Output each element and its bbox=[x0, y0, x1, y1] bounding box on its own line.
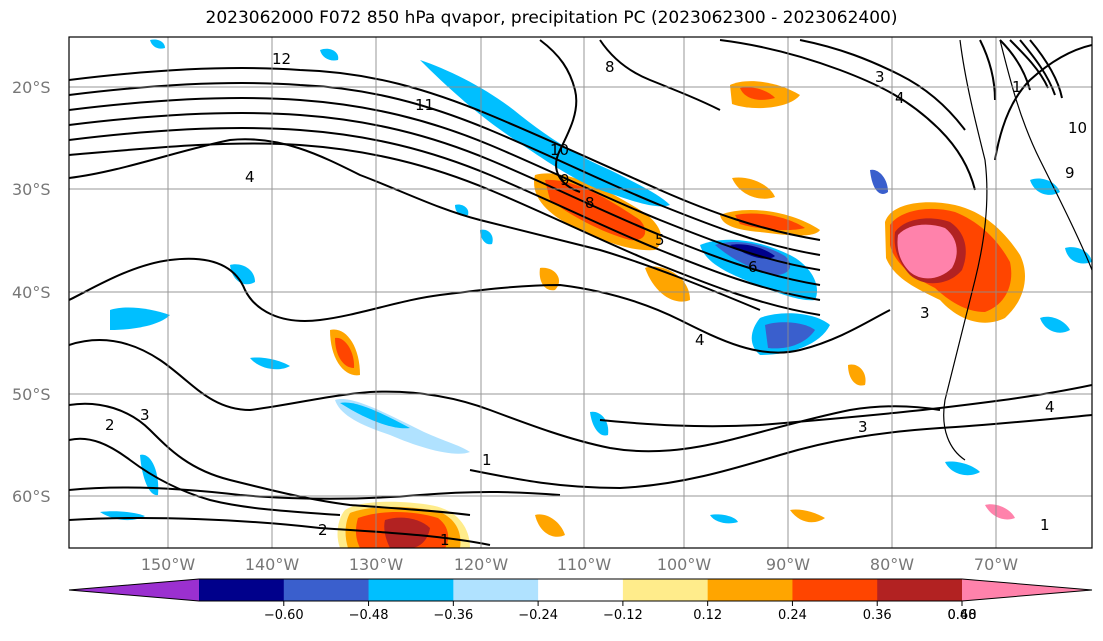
latitude-labels: 20°S 30°S 40°S 50°S 60°S bbox=[12, 78, 51, 506]
colorbar-tick-label: 0.60 bbox=[948, 608, 977, 623]
contour-label: 3 bbox=[920, 304, 930, 322]
colorbar-tick-label: −0.36 bbox=[433, 608, 473, 623]
map-title: 2023062000 F072 850 hPa qvapor, precipit… bbox=[205, 8, 898, 28]
coastline bbox=[943, 39, 1092, 461]
colorbar-tick-label: 0.36 bbox=[863, 608, 892, 623]
graticule bbox=[69, 37, 1092, 548]
colorbar-extend-high bbox=[962, 579, 1092, 601]
lat-label: 50°S bbox=[12, 385, 51, 404]
lat-label: 60°S bbox=[12, 487, 51, 506]
colorbar-segment bbox=[199, 579, 285, 601]
contour-label: 9 bbox=[1065, 164, 1075, 182]
contour-label: 10 bbox=[1068, 119, 1087, 137]
colorbar-segment bbox=[368, 579, 454, 601]
contour-label: 12 bbox=[272, 50, 291, 68]
colorbar-outline bbox=[68, 578, 1093, 602]
lon-label: 80°W bbox=[870, 555, 914, 574]
contour-label: 1 bbox=[1012, 78, 1022, 96]
lat-label: 30°S bbox=[12, 180, 51, 199]
lon-label: 130°W bbox=[349, 555, 404, 574]
contour-label: 11 bbox=[415, 96, 434, 114]
contour-label: 2 bbox=[318, 521, 328, 539]
contour-label: 4 bbox=[1045, 398, 1055, 416]
lon-label: 120°W bbox=[454, 555, 509, 574]
contour-label: 4 bbox=[895, 89, 905, 107]
lon-label: 90°W bbox=[766, 555, 810, 574]
colorbar-segment bbox=[622, 579, 709, 601]
lon-label: 70°W bbox=[974, 555, 1018, 574]
longitude-labels: 150°W 140°W 130°W 120°W 110°W 100°W 90°W… bbox=[141, 555, 1018, 574]
colorbar-tick-label: −0.60 bbox=[264, 608, 304, 623]
colorbar-tick-label: 0.48 bbox=[948, 608, 977, 623]
map-frame bbox=[68, 36, 1093, 549]
lat-label: 20°S bbox=[12, 78, 51, 97]
contour-label: 8 bbox=[585, 194, 595, 212]
colorbar-tick-label: −0.12 bbox=[603, 608, 643, 623]
colorbar-tick-label: 0.24 bbox=[778, 608, 807, 623]
precip-neg-band bbox=[420, 60, 670, 207]
contour-label: 3 bbox=[140, 406, 150, 424]
colorbar-segment bbox=[538, 579, 624, 601]
colorbar-tick-label: 0.12 bbox=[693, 608, 722, 623]
contour-label: 9 bbox=[560, 171, 570, 189]
contour-label: 1 bbox=[482, 451, 492, 469]
contour-label: 2 bbox=[105, 416, 115, 434]
contour-label: 4 bbox=[245, 168, 255, 186]
contour-label: 3 bbox=[875, 68, 885, 86]
colorbar-segment bbox=[707, 579, 793, 601]
colorbar-segment bbox=[877, 579, 963, 601]
colorbar-extend-low bbox=[69, 579, 199, 601]
map-content bbox=[69, 39, 1092, 548]
lon-label: 100°W bbox=[657, 555, 712, 574]
contour-label: 3 bbox=[858, 418, 868, 436]
lon-label: 150°W bbox=[141, 555, 196, 574]
contour-label: 6 bbox=[748, 258, 758, 276]
colorbar-segment bbox=[283, 579, 370, 601]
colorbar-segment bbox=[453, 579, 539, 601]
contour-label: 1 bbox=[1040, 516, 1050, 534]
lon-label: 110°W bbox=[557, 555, 612, 574]
contour-label: 4 bbox=[695, 331, 705, 349]
colorbar-segment bbox=[792, 579, 878, 601]
contour-labels: 12 11 10 9 8 5 6 4 4 4 3 3 3 3 2 2 1 1 1… bbox=[105, 50, 1087, 549]
colorbar-tick-label: −0.24 bbox=[518, 608, 558, 623]
lon-label: 140°W bbox=[245, 555, 300, 574]
qvapor-contours bbox=[69, 39, 1092, 546]
contour-label: 10 bbox=[550, 141, 569, 159]
colorbar: −0.60 −0.48 −0.36 −0.24 −0.12 0.12 0.24 0.36 0.4… bbox=[68, 578, 1093, 623]
colorbar-tick-label: −0.48 bbox=[349, 608, 389, 623]
contour-label: 1 bbox=[440, 531, 450, 549]
contour-label: 8 bbox=[605, 58, 615, 76]
contour-label: 5 bbox=[655, 231, 665, 249]
lat-label: 40°S bbox=[12, 283, 51, 302]
